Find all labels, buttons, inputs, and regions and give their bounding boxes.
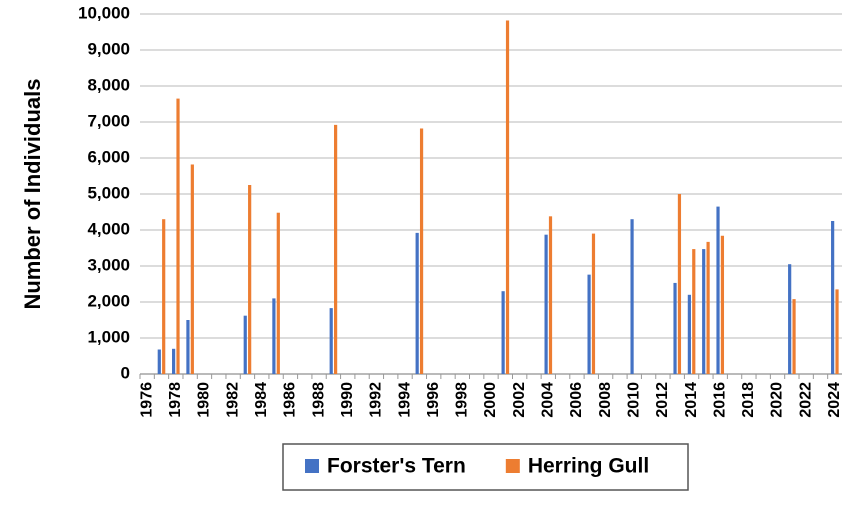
x-tick-label: 2016 bbox=[711, 382, 728, 418]
bar bbox=[501, 291, 505, 374]
x-tick-label: 2020 bbox=[769, 382, 786, 418]
bar bbox=[190, 164, 194, 374]
bar bbox=[788, 264, 792, 374]
bar bbox=[692, 249, 696, 374]
bar bbox=[176, 98, 180, 374]
bar bbox=[172, 348, 176, 374]
y-tick-label: 7,000 bbox=[87, 111, 130, 130]
x-tick-label: 1990 bbox=[339, 382, 356, 418]
x-tick-label: 2000 bbox=[482, 382, 499, 418]
bar bbox=[687, 294, 691, 374]
bar bbox=[831, 221, 835, 374]
bar bbox=[419, 128, 424, 374]
x-tick-label: 2006 bbox=[568, 382, 585, 418]
legend-swatch bbox=[505, 459, 520, 473]
bar bbox=[548, 216, 553, 374]
y-tick-label: 2,000 bbox=[87, 291, 130, 310]
x-tick-label: 1978 bbox=[167, 382, 184, 418]
y-tick-label: 1,000 bbox=[87, 327, 130, 346]
x-tick-label: 1994 bbox=[396, 382, 413, 418]
y-axis-title: Number of Individuals bbox=[20, 78, 45, 309]
y-tick-label: 8,000 bbox=[87, 75, 130, 94]
x-tick-label: 1982 bbox=[224, 382, 241, 418]
y-tick-label: 10,000 bbox=[78, 3, 130, 22]
x-tick-label: 1996 bbox=[425, 382, 442, 418]
x-tick-label: 1984 bbox=[253, 382, 270, 418]
x-tick-label: 2022 bbox=[797, 382, 814, 418]
bar bbox=[630, 219, 634, 374]
x-tick-label: 2010 bbox=[625, 382, 642, 418]
y-tick-label: 9,000 bbox=[87, 39, 130, 58]
x-tick-label: 2012 bbox=[654, 382, 671, 418]
x-tick-label: 2014 bbox=[683, 382, 700, 418]
bar bbox=[591, 233, 596, 374]
y-tick-label: 0 bbox=[121, 363, 130, 382]
y-tick-label: 3,000 bbox=[87, 255, 130, 274]
bar bbox=[272, 298, 276, 374]
bar bbox=[276, 212, 280, 374]
x-tick-label: 2002 bbox=[511, 382, 528, 418]
bar bbox=[157, 349, 161, 374]
bar bbox=[677, 194, 682, 374]
x-tick-label: 2024 bbox=[826, 382, 843, 418]
bar bbox=[334, 124, 338, 374]
bar bbox=[162, 219, 166, 374]
bar bbox=[329, 308, 333, 374]
y-tick-label: 6,000 bbox=[87, 147, 130, 166]
bar bbox=[248, 185, 252, 374]
x-tick-label: 1980 bbox=[196, 382, 213, 418]
legend-label: Herring Gull bbox=[528, 455, 649, 478]
bar bbox=[792, 299, 796, 374]
x-tick-label: 1976 bbox=[138, 382, 155, 418]
bar bbox=[587, 274, 591, 374]
bar bbox=[702, 249, 706, 374]
y-tick-label: 5,000 bbox=[87, 183, 130, 202]
legend-label: Forster's Tern bbox=[327, 455, 466, 478]
x-tick-label: 1992 bbox=[368, 382, 385, 418]
y-tick-label: 4,000 bbox=[87, 219, 130, 238]
bar bbox=[544, 234, 548, 374]
x-tick-label: 2008 bbox=[597, 382, 614, 418]
bar bbox=[673, 282, 677, 374]
x-tick-label: 1986 bbox=[282, 382, 299, 418]
bar bbox=[243, 315, 247, 374]
legend-swatch bbox=[305, 459, 319, 473]
bar bbox=[716, 206, 720, 374]
x-tick-label: 1998 bbox=[454, 382, 471, 418]
bar bbox=[720, 235, 725, 374]
bar bbox=[835, 289, 839, 374]
bar bbox=[706, 241, 710, 374]
bar bbox=[505, 20, 510, 374]
bar bbox=[415, 232, 419, 374]
x-tick-label: 2004 bbox=[540, 382, 557, 418]
x-tick-label: 2018 bbox=[740, 382, 757, 418]
legend-box bbox=[282, 443, 689, 491]
x-tick-label: 1988 bbox=[310, 382, 327, 418]
bar bbox=[186, 320, 190, 374]
